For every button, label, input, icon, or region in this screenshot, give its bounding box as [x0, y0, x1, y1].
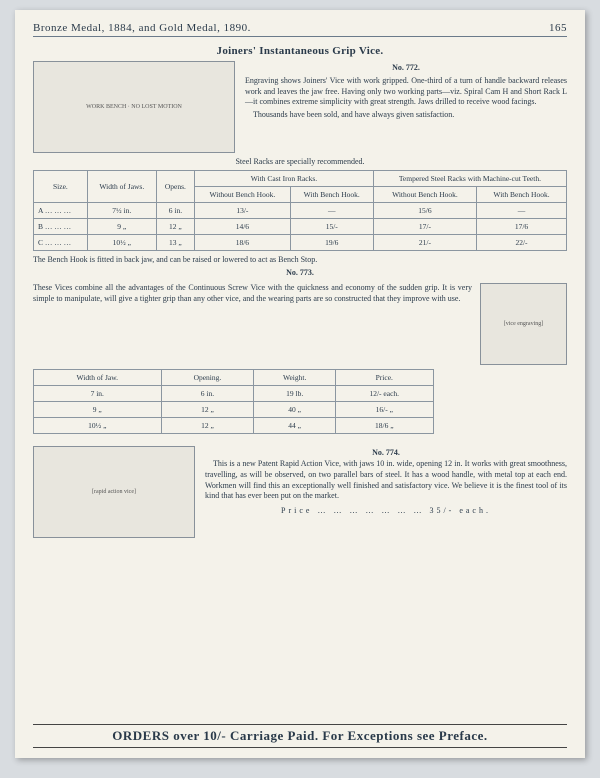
cell: 22/- — [477, 235, 567, 251]
cell: 44 „ — [254, 418, 336, 434]
price-table-772: Size. Width of Jaws. Opens. With Cast Ir… — [33, 170, 567, 251]
cell: 7½ in. — [87, 203, 156, 219]
steel-racks-note: Steel Racks are specially recommended. — [33, 157, 567, 166]
cell: 9 „ — [34, 402, 162, 418]
cell: 40 „ — [254, 402, 336, 418]
col-opens: Opens. — [156, 171, 194, 203]
cell: 19/6 — [290, 235, 373, 251]
cell: 13 „ — [156, 235, 194, 251]
engraving-773: [vice engraving] — [480, 283, 567, 365]
price-table-773: Width of Jaw. Opening. Weight. Price. 7 … — [33, 369, 434, 434]
cell: 15/- — [290, 219, 373, 235]
description-772: No. 772. Engraving shows Joiners' Vice w… — [245, 61, 567, 153]
item-number-773: No. 773. — [33, 268, 567, 277]
cell: 6 in. — [161, 386, 254, 402]
col2-weight: Weight. — [254, 370, 336, 386]
cell: 18/6 — [195, 235, 291, 251]
section-773: [vice engraving] These Vices combine all… — [33, 283, 567, 438]
catalogue-page: Bronze Medal, 1884, and Gold Medal, 1890… — [15, 10, 585, 758]
cell: 19 lb. — [254, 386, 336, 402]
table-row: C … … …10½ „13 „18/619/621/-22/- — [34, 235, 567, 251]
table-row: 9 „12 „40 „16/- „ — [34, 402, 434, 418]
cell: 12/- each. — [336, 386, 433, 402]
engraving-772: WORK BENCH · NO LOST MOTION — [33, 61, 235, 153]
cell: 10½ „ — [34, 418, 162, 434]
cell: 13/- — [195, 203, 291, 219]
table-row: 10½ „12 „44 „18/6 „ — [34, 418, 434, 434]
cell: 17/6 — [477, 219, 567, 235]
page-number: 165 — [549, 22, 567, 34]
col-size: Size. — [34, 171, 88, 203]
cell: 18/6 „ — [336, 418, 433, 434]
bench-hook-note: The Bench Hook is fitted in back jaw, an… — [33, 255, 567, 264]
cell: — — [290, 203, 373, 219]
cell: A … … … — [34, 203, 88, 219]
section-774: [rapid action vice] No. 774. This is a n… — [33, 446, 567, 538]
table-row: A … … …7½ in.6 in.13/-—15/6— — [34, 203, 567, 219]
cell: C … … … — [34, 235, 88, 251]
col-steel: Tempered Steel Racks with Machine-cut Te… — [373, 171, 566, 187]
product-title-772: Joiners' Instantaneous Grip Vice. — [33, 45, 567, 57]
col2-width: Width of Jaw. — [34, 370, 162, 386]
col-steel-wo: Without Bench Hook. — [373, 187, 476, 203]
cell: 10½ „ — [87, 235, 156, 251]
cell: 14/6 — [195, 219, 291, 235]
page-footer: ORDERS over 10/- Carriage Paid. For Exce… — [33, 724, 567, 748]
table-head: Size. Width of Jaws. Opens. With Cast Ir… — [34, 171, 567, 203]
header-title: Bronze Medal, 1884, and Gold Medal, 1890… — [33, 22, 251, 34]
cell: 15/6 — [373, 203, 476, 219]
col-cast-wo: Without Bench Hook. — [195, 187, 291, 203]
cell: 12 „ — [161, 418, 254, 434]
desc-text-772a: Engraving shows Joiners' Vice with work … — [245, 76, 567, 107]
cell: 17/- — [373, 219, 476, 235]
section-772: WORK BENCH · NO LOST MOTION No. 772. Eng… — [33, 61, 567, 153]
col2-price: Price. — [336, 370, 433, 386]
engraving-774: [rapid action vice] — [33, 446, 195, 538]
col2-opening: Opening. — [161, 370, 254, 386]
col-steel-wi: With Bench Hook. — [477, 187, 567, 203]
cell: B … … … — [34, 219, 88, 235]
table-row: B … … …9 „12 „14/615/-17/-17/6 — [34, 219, 567, 235]
desc-text-772b: Thousands have been sold, and have alway… — [245, 110, 567, 121]
cell: 9 „ — [87, 219, 156, 235]
running-header: Bronze Medal, 1884, and Gold Medal, 1890… — [33, 22, 567, 37]
cell: 12 „ — [161, 402, 254, 418]
col-width: Width of Jaws. — [87, 171, 156, 203]
col-cast-wi: With Bench Hook. — [290, 187, 373, 203]
cell: 12 „ — [156, 219, 194, 235]
col-cast: With Cast Iron Racks. — [195, 171, 374, 187]
table-row: 7 in.6 in.19 lb.12/- each. — [34, 386, 434, 402]
cell: 16/- „ — [336, 402, 433, 418]
cell: 21/- — [373, 235, 476, 251]
cell: 7 in. — [34, 386, 162, 402]
cell: — — [477, 203, 567, 219]
item-number-772: No. 772. — [245, 63, 567, 74]
cell: 6 in. — [156, 203, 194, 219]
